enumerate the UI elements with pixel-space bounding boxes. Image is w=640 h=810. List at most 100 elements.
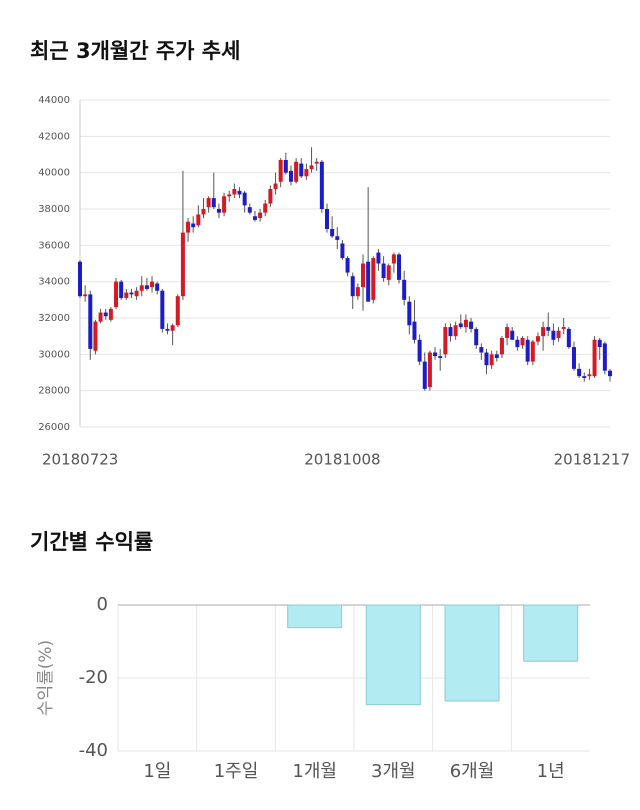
chart-title: 최근 3개월간 주가 추세	[30, 39, 240, 63]
bar	[523, 604, 579, 662]
chart-title: 기간별 수익률	[30, 530, 153, 554]
x-tick-label: 1년	[537, 761, 565, 782]
candle-body	[304, 169, 309, 177]
candle-body	[196, 214, 201, 226]
candle-body	[160, 290, 165, 329]
candle-body	[402, 279, 407, 300]
y-tick-label: -40	[79, 740, 108, 761]
candle-body	[407, 301, 412, 326]
candle-body	[340, 243, 345, 259]
candle-body	[227, 194, 232, 197]
candle-body	[587, 374, 592, 377]
candle-body	[350, 276, 355, 297]
candle-body	[134, 290, 139, 297]
candle-body	[283, 159, 288, 173]
candle-body	[371, 258, 376, 300]
candle-body	[103, 312, 108, 317]
candle-body	[427, 352, 432, 388]
candle-body	[252, 216, 257, 220]
candle-body	[165, 328, 170, 331]
candle-body	[98, 312, 103, 322]
candle-body	[530, 341, 535, 362]
candle-body	[88, 294, 93, 349]
candle-body	[108, 308, 113, 320]
candle-body	[469, 321, 474, 329]
bar	[444, 604, 500, 702]
candle-body	[458, 323, 463, 328]
candle-body	[510, 330, 515, 340]
candle-body	[602, 343, 607, 371]
candle-body	[319, 161, 324, 209]
candle-body	[330, 228, 335, 237]
candle-body	[546, 327, 551, 331]
candle-body	[582, 376, 587, 378]
candle-body	[453, 325, 458, 337]
candle-body	[175, 296, 180, 326]
bar	[287, 604, 343, 629]
candle-body	[463, 319, 468, 328]
candle-body	[520, 337, 525, 346]
candle-body	[561, 327, 566, 329]
x-tick-label: 20181008	[304, 451, 380, 469]
candle-body	[206, 198, 211, 208]
candle-body	[78, 261, 82, 297]
x-tick-label: 1개월	[292, 761, 337, 782]
candle-body	[422, 361, 427, 389]
y-tick-label: 32000	[38, 313, 70, 324]
candle-body	[129, 292, 134, 295]
y-tick-label: 30000	[38, 349, 70, 360]
candle-body	[216, 209, 221, 213]
candle-body	[355, 287, 360, 297]
candle-body	[551, 330, 556, 340]
x-tick-label: 1주일	[214, 761, 259, 782]
candle-body	[525, 339, 530, 362]
candle-body	[376, 252, 381, 264]
candle-body	[247, 207, 252, 213]
y-tick-label: 0	[97, 594, 108, 615]
y-tick-label: 38000	[38, 204, 70, 215]
candle-body	[222, 196, 227, 213]
candle-body	[366, 261, 371, 302]
candle-body	[273, 183, 278, 190]
candle-body	[119, 281, 124, 299]
candle-body	[278, 159, 283, 182]
candle-body	[314, 161, 319, 164]
candle-body	[114, 281, 119, 308]
x-tick-label: 20181217	[554, 451, 630, 469]
candle-body	[263, 203, 268, 213]
candle-body	[93, 321, 98, 351]
candle-body	[479, 347, 484, 353]
candle-body	[484, 352, 489, 366]
x-tick-label: 1일	[143, 761, 171, 782]
x-tick-label: 20180723	[42, 451, 118, 469]
candle-body	[443, 327, 448, 355]
candle-body	[191, 223, 196, 228]
candle-body	[288, 170, 293, 182]
y-tick-label: 44000	[38, 95, 70, 106]
candle-body	[258, 212, 263, 219]
y-tick-label: 42000	[38, 131, 70, 142]
candle-body	[489, 354, 494, 366]
candle-body	[124, 292, 129, 299]
candle-body	[556, 330, 561, 338]
candle-body	[211, 198, 216, 208]
candle-body	[577, 368, 582, 377]
candle-body	[499, 337, 504, 355]
x-tick-label: 6개월	[450, 761, 495, 782]
candle-body	[597, 339, 602, 348]
candle-body	[144, 285, 149, 289]
y-tick-label: 36000	[38, 240, 70, 251]
candle-body	[170, 325, 175, 331]
candle-body	[186, 221, 191, 233]
candle-body	[541, 327, 546, 337]
candle-body	[391, 254, 396, 264]
candle-body	[448, 327, 453, 337]
candle-body	[83, 294, 88, 297]
candle-body	[150, 281, 155, 288]
candle-body	[494, 354, 499, 358]
y-tick-label: 26000	[38, 422, 70, 433]
candle-body	[438, 356, 443, 358]
y-tick-label: 28000	[38, 386, 70, 397]
y-tick-label: -20	[79, 667, 108, 688]
